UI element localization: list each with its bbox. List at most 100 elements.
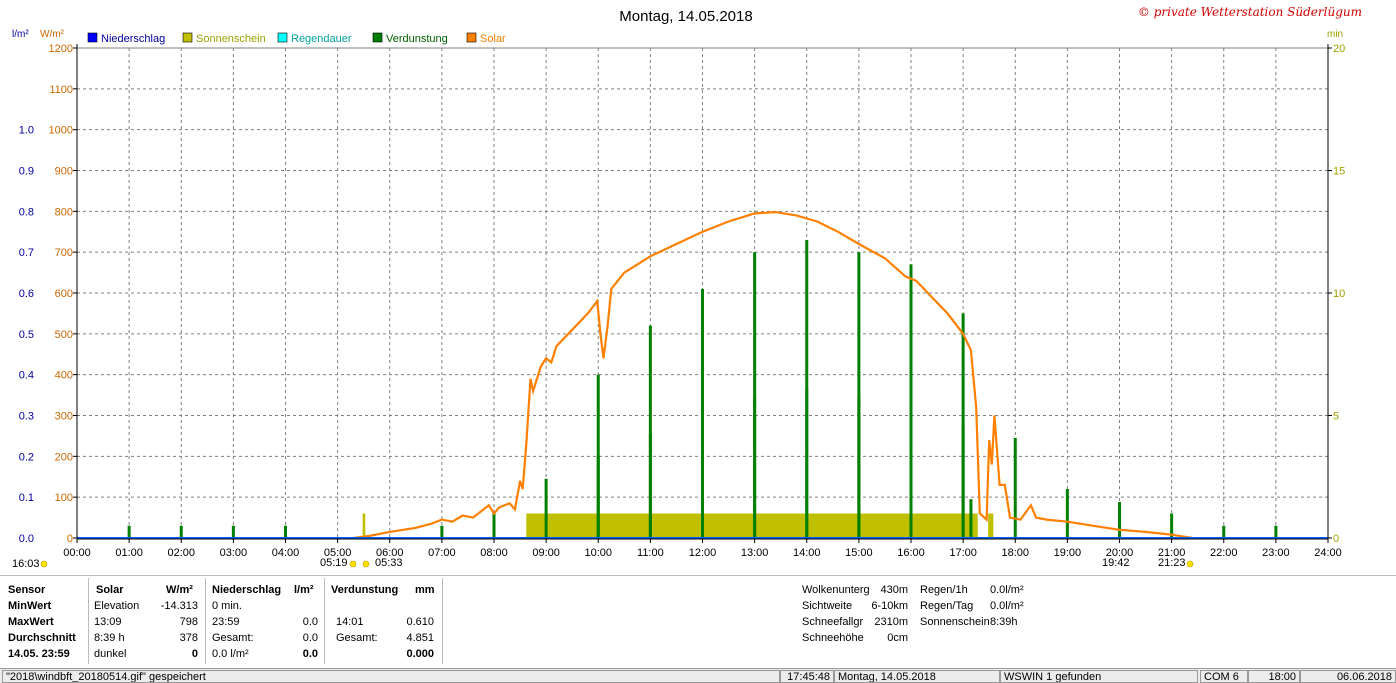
stat-c3: 0 min. bbox=[212, 600, 242, 612]
evaporation-bar bbox=[909, 401, 913, 538]
right-tick-label: 15 bbox=[1333, 166, 1345, 178]
x-tick-label: 18:00 bbox=[1001, 547, 1029, 559]
evaporation-bar bbox=[440, 525, 444, 538]
status-com: COM 6 bbox=[1200, 670, 1248, 683]
stat-c2: 0 bbox=[191, 648, 198, 660]
stat-c1: dunkel bbox=[94, 648, 127, 660]
x-tick-label: 02:00 bbox=[167, 547, 195, 559]
stat-c5: 14:01 bbox=[336, 616, 364, 628]
sunshine-bars bbox=[362, 513, 994, 538]
evaporation-bar bbox=[805, 388, 809, 538]
left-unit-solar: W/m² bbox=[40, 29, 65, 40]
hdr-evap: Verdunstung bbox=[331, 584, 399, 596]
x-tick-label: 13:00 bbox=[741, 547, 769, 559]
x-tick-label: 24:00 bbox=[1314, 547, 1342, 559]
weather-value: 0cm bbox=[887, 632, 908, 644]
evaporation-bar bbox=[909, 264, 913, 538]
rain-tick-label: 0.3 bbox=[19, 411, 34, 423]
x-tick-label: 16:00 bbox=[897, 547, 925, 559]
stat-c6: 0.000 bbox=[406, 648, 434, 660]
solar-tick-label: 800 bbox=[55, 206, 73, 218]
stat-label: MinWert bbox=[8, 600, 52, 612]
solar-tick-label: 700 bbox=[55, 247, 73, 259]
weather-key: Schneefallgr bbox=[802, 616, 864, 628]
x-tick-label: 20:00 bbox=[1106, 547, 1134, 559]
rain-tick-label: 0.4 bbox=[19, 370, 34, 382]
rain-value: 0.0l/m² bbox=[990, 584, 1024, 596]
legend-swatch bbox=[182, 32, 193, 43]
evaporation-bar bbox=[753, 395, 757, 538]
evaporation-bar bbox=[969, 499, 973, 538]
sunshine-bar bbox=[362, 513, 366, 538]
legend-label: Sonnenschein bbox=[196, 33, 266, 45]
stat-label: Durchschnitt bbox=[8, 632, 76, 644]
x-tick-label: 14:00 bbox=[793, 547, 821, 559]
status-date: Montag, 14.05.2018 bbox=[834, 670, 1000, 683]
solar-tick-label: 600 bbox=[55, 288, 73, 300]
solar-line bbox=[353, 210, 1193, 540]
stat-c4: 0.0 bbox=[302, 648, 318, 660]
evaporation-bar bbox=[961, 313, 965, 538]
evaporation-bar bbox=[231, 525, 235, 538]
x-tick-label: 19:00 bbox=[1054, 547, 1082, 559]
stat-label: MaxWert bbox=[8, 616, 54, 628]
solar-tick-label: 200 bbox=[55, 451, 73, 463]
sunshine-bar bbox=[526, 513, 978, 538]
stat-c6: 0.610 bbox=[406, 616, 434, 628]
evaporation-bar bbox=[857, 252, 861, 538]
x-tick-label: 23:00 bbox=[1262, 547, 1290, 559]
hdr-evap-unit: mm bbox=[415, 584, 435, 596]
solar-tick-label: 400 bbox=[55, 370, 73, 382]
stat-c3: 23:59 bbox=[212, 616, 240, 628]
evaporation-bar bbox=[648, 433, 652, 538]
weather-key: Sichtweite bbox=[802, 600, 853, 612]
evaporation-bar bbox=[1118, 502, 1121, 538]
stat-c2: 798 bbox=[179, 616, 198, 628]
stat-c1: Elevation bbox=[94, 600, 140, 612]
x-tick-label: 11:00 bbox=[637, 547, 664, 559]
status-file: "2018\windbft_20180514.gif" gespeichert bbox=[2, 670, 780, 683]
right-tick-label: 10 bbox=[1333, 288, 1345, 300]
x-tick-label: 00:00 bbox=[63, 547, 91, 559]
x-tick-label: 12:00 bbox=[689, 547, 717, 559]
right-tick-label: 5 bbox=[1333, 411, 1339, 423]
legend-swatch bbox=[466, 32, 477, 43]
weather-key: Wolkenunterg bbox=[802, 584, 870, 596]
legend-label: Niederschlag bbox=[101, 33, 165, 45]
evaporation-bar bbox=[1222, 525, 1226, 538]
evaporation-bar bbox=[544, 478, 548, 538]
rain-tick-label: 0.6 bbox=[19, 288, 34, 300]
stats-panel: Sensor Solar W/m² Niederschlag l/m² Verd… bbox=[0, 575, 1396, 679]
x-tick-label: 05:00 bbox=[324, 547, 352, 559]
rain-tick-label: 1.0 bbox=[19, 125, 34, 137]
stat-c4: 0.0 bbox=[302, 632, 318, 644]
sun-marker-icon bbox=[40, 560, 48, 568]
x-tick-label: 15:00 bbox=[845, 547, 873, 559]
stat-c2: -14.313 bbox=[160, 600, 198, 612]
legend: Niederschlag Sonnenschein Regendauer Verdun… bbox=[87, 32, 506, 45]
evaporation-bar bbox=[805, 239, 809, 538]
solar-tick-label: 0 bbox=[67, 533, 73, 545]
rain-value: 0.0l/m² bbox=[990, 600, 1024, 612]
evaporation-bar bbox=[1274, 525, 1278, 538]
rain-value: 8:39h bbox=[990, 616, 1018, 628]
hdr-rain-unit: l/m² bbox=[294, 584, 314, 596]
x-tick-label: 04:00 bbox=[272, 547, 300, 559]
solar-tick-label: 900 bbox=[55, 166, 73, 178]
weather-value: 2310m bbox=[874, 616, 908, 628]
sun-marker-icon bbox=[349, 560, 357, 568]
evaporation-bar bbox=[857, 395, 861, 538]
x-tick-label: 01:00 bbox=[115, 547, 143, 559]
x-tick-label: 06:00 bbox=[376, 547, 404, 559]
evaporation-bar bbox=[1170, 513, 1174, 538]
solar-tick-label: 1200 bbox=[49, 43, 73, 55]
day-marker-label: 19:42 bbox=[1102, 557, 1130, 569]
x-tick-label: 22:00 bbox=[1210, 547, 1238, 559]
stat-label: 14.05. 23:59 bbox=[8, 648, 70, 660]
stat-c3: 0.0 l/m² bbox=[212, 648, 249, 660]
evaporation-bar bbox=[701, 413, 704, 538]
evaporation-bar bbox=[179, 525, 183, 538]
evaporation-bar bbox=[127, 525, 131, 538]
legend-label: Verdunstung bbox=[386, 33, 448, 45]
rain-tick-label: 0.1 bbox=[19, 492, 34, 504]
